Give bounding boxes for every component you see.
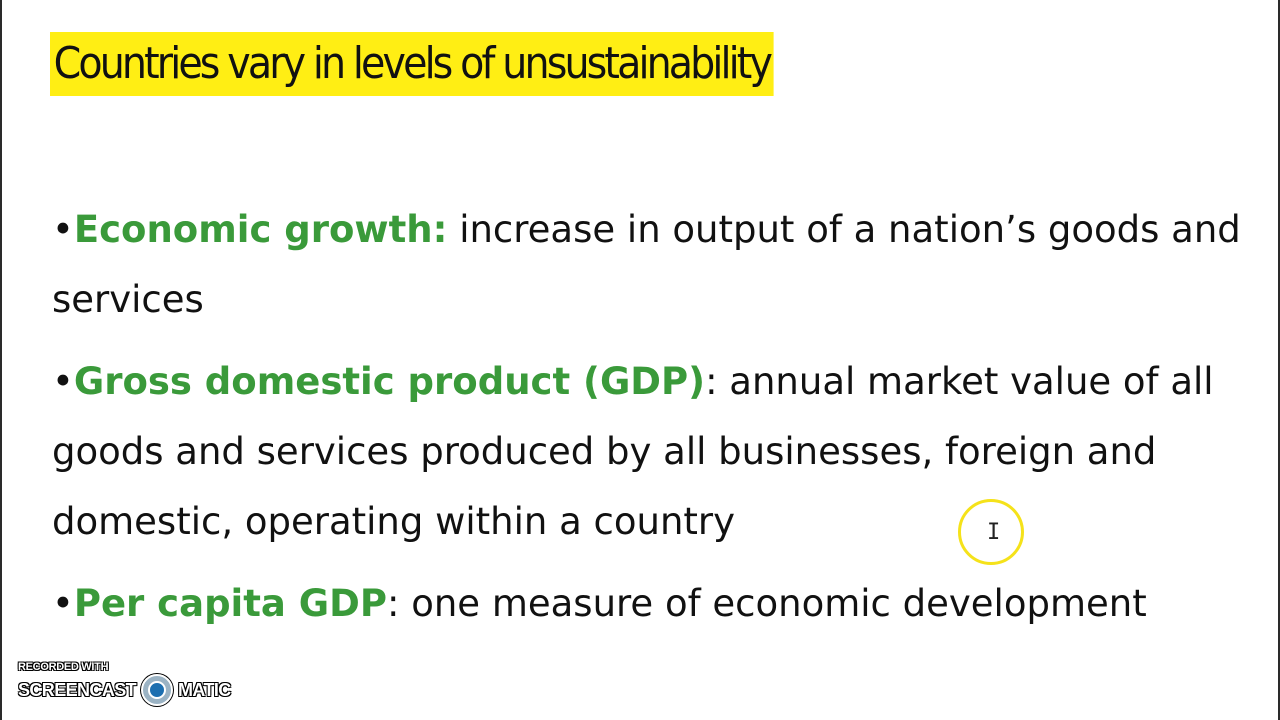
watermark-brand-left: SCREENCAST xyxy=(18,680,137,700)
watermark-brand: SCREENCAST MATIC xyxy=(18,674,231,706)
bullet-per-capita-gdp: •Per capita GDP: one measure of economic… xyxy=(52,569,1252,639)
bullet-term: Per capita GDP xyxy=(73,582,387,625)
text-ibeam-cursor-icon: I xyxy=(987,520,1001,545)
cursor-highlight-ring xyxy=(958,499,1024,565)
bullet-text: : one measure of economic development xyxy=(386,582,1147,625)
bullet-list: •Economic growth: increase in output of … xyxy=(52,195,1252,639)
slide-title: Countries vary in levels of unsustainabi… xyxy=(50,32,774,96)
bullet-marker: • xyxy=(52,582,74,625)
screencast-o-matic-logo-icon xyxy=(141,674,174,706)
bullet-term: Gross domestic product (GDP) xyxy=(73,360,706,403)
watermark-brand-right: MATIC xyxy=(178,680,231,700)
bullet-text: increase in output of a nation’s goods a… xyxy=(52,208,1241,321)
bullet-marker: • xyxy=(52,208,74,251)
watermark-recorded-with: RECORDED WITH xyxy=(18,661,109,673)
bullet-marker: • xyxy=(52,360,74,403)
bullet-text: : annual market value of all goods and s… xyxy=(52,360,1214,543)
bullet-gdp: •Gross domestic product (GDP): annual ma… xyxy=(52,347,1252,557)
bullet-term: Economic growth: xyxy=(73,208,448,251)
bullet-economic-growth: •Economic growth: increase in output of … xyxy=(52,195,1252,335)
screencast-watermark: RECORDED WITH SCREENCAST MATIC xyxy=(18,660,231,706)
